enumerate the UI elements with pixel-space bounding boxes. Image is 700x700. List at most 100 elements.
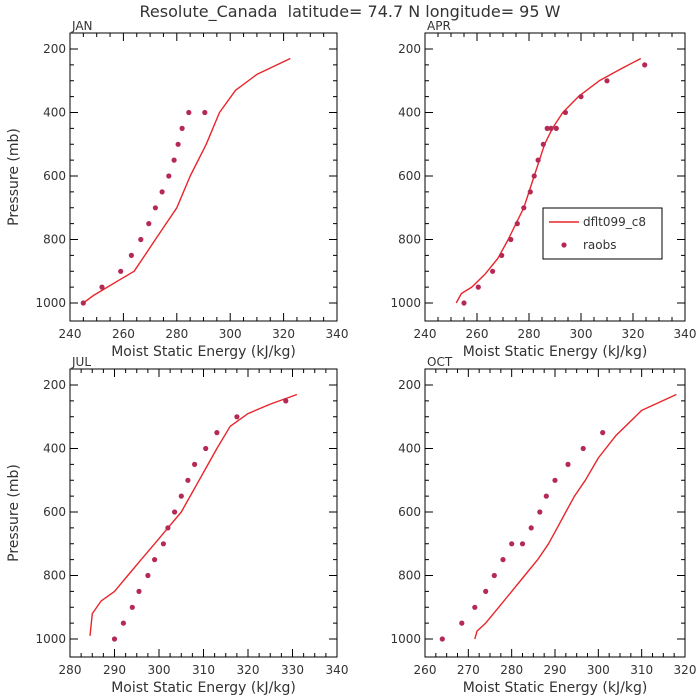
x-tick-label: 320	[237, 663, 260, 677]
x-tick-label: 320	[674, 663, 697, 677]
raobs-point	[565, 461, 571, 467]
raobs-point	[80, 300, 86, 306]
y-tick-label: 800	[398, 569, 421, 583]
raobs-point	[540, 141, 546, 147]
raobs-point	[475, 284, 481, 290]
plot-frame	[69, 32, 338, 322]
raobs-point	[527, 189, 533, 195]
y-tick-label: 1000	[390, 632, 421, 646]
page-title: Resolute_Canada latitude= 74.7 N longitu…	[139, 2, 561, 21]
x-tick-label: 270	[457, 663, 480, 677]
raobs-point	[145, 572, 151, 579]
x-tick-label: 340	[674, 327, 697, 341]
panel-label: JUL	[71, 355, 91, 369]
raobs-point	[537, 509, 543, 515]
raobs-point	[192, 461, 198, 467]
raobs-point	[508, 236, 514, 243]
y-tick-label: 200	[398, 42, 421, 56]
plot-frame	[69, 368, 338, 658]
raobs-point	[186, 109, 192, 116]
y-tick-label: 400	[398, 442, 421, 456]
raobs-point	[439, 636, 445, 642]
raobs-point	[166, 173, 172, 179]
raobs-point	[234, 414, 240, 420]
x-tick-label: 260	[466, 327, 489, 341]
raobs-point	[171, 157, 177, 163]
raobs-point	[203, 445, 209, 452]
raobs-point	[483, 588, 489, 595]
y-tick-label: 600	[398, 169, 421, 183]
raobs-point	[562, 109, 569, 116]
raobs-point	[129, 604, 135, 610]
raobs-point	[548, 125, 554, 131]
x-tick-label: 240	[414, 327, 437, 341]
raobs-point	[514, 221, 520, 227]
y-tick-label: 600	[43, 505, 66, 519]
series-line-dflt099_c8	[82, 57, 291, 304]
y-tick-label: 600	[398, 505, 421, 519]
raobs-point	[146, 221, 152, 227]
raobs-point	[120, 620, 126, 626]
y-tick-label: 800	[43, 233, 66, 247]
x-tick-label: 320	[622, 327, 645, 341]
x-tick-label: 300	[219, 327, 242, 341]
y-tick-label: 1000	[35, 296, 66, 310]
raobs-point	[172, 509, 178, 515]
x-tick-label: 330	[281, 663, 304, 677]
series-line-dflt099_c8	[455, 57, 642, 304]
legend-marker-swatch	[561, 242, 567, 248]
raobs-point	[544, 125, 550, 131]
raobs-point	[580, 445, 586, 452]
x-tick-label: 300	[587, 663, 610, 677]
legend-entry-model: dflt099_c8	[583, 215, 646, 229]
plot-frame	[424, 32, 686, 322]
raobs-point	[642, 62, 648, 68]
raobs-point	[552, 477, 558, 483]
x-tick-label: 280	[500, 663, 523, 677]
raobs-point	[499, 252, 505, 258]
legend-box	[542, 207, 663, 260]
raobs-point	[136, 588, 142, 595]
raobs-point	[99, 284, 105, 290]
raobs-point	[531, 173, 537, 179]
x-axis-label: Moist Static Energy (kJ/kg)	[111, 680, 296, 696]
x-tick-label: 310	[192, 663, 215, 677]
raobs-point	[600, 430, 606, 436]
raobs-point	[138, 236, 144, 243]
x-tick-label: 240	[59, 327, 82, 341]
x-axis-label: Moist Static Energy (kJ/kg)	[463, 344, 648, 360]
y-tick-label: 800	[398, 233, 421, 247]
x-tick-label: 280	[59, 663, 82, 677]
x-tick-label: 310	[630, 663, 653, 677]
raobs-point	[118, 268, 124, 274]
legend-entry-raobs: raobs	[583, 238, 617, 252]
panel-label: APR	[427, 19, 451, 33]
raobs-point	[472, 604, 478, 610]
x-tick-label: 280	[518, 327, 541, 341]
raobs-point	[185, 477, 191, 483]
panel-label: JAN	[71, 19, 93, 33]
x-tick-label: 260	[414, 663, 437, 677]
raobs-point	[491, 572, 497, 579]
raobs-point	[128, 252, 134, 258]
plot-frame	[424, 368, 686, 658]
y-tick-label: 600	[43, 169, 66, 183]
x-tick-label: 340	[326, 327, 349, 341]
x-tick-label: 280	[165, 327, 188, 341]
raobs-point	[165, 525, 171, 531]
x-axis-label: Moist Static Energy (kJ/kg)	[463, 680, 648, 696]
x-tick-label: 300	[148, 663, 171, 677]
y-tick-label: 800	[43, 569, 66, 583]
y-axis-label: Pressure (mb)	[6, 464, 22, 562]
series-line-dflt099_c8	[89, 393, 298, 636]
y-tick-label: 200	[398, 378, 421, 392]
x-tick-label: 300	[570, 327, 593, 341]
raobs-point	[179, 125, 185, 131]
y-tick-label: 1000	[390, 296, 421, 310]
y-tick-label: 400	[43, 106, 66, 120]
raobs-point	[160, 541, 166, 547]
raobs-point	[553, 125, 559, 131]
raobs-point	[461, 300, 467, 306]
